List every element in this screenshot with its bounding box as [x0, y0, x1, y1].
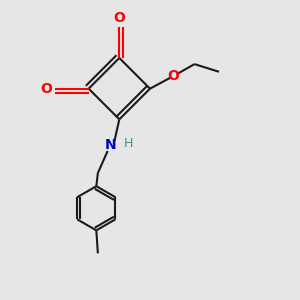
Text: N: N — [104, 138, 116, 152]
Text: O: O — [167, 69, 179, 83]
Text: H: H — [124, 137, 133, 150]
Text: O: O — [113, 11, 125, 25]
Text: O: O — [40, 82, 52, 96]
